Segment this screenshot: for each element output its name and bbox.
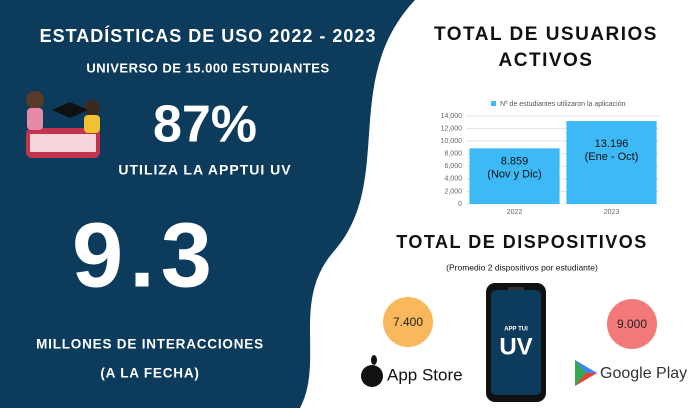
android-store: Google Play [600,365,687,382]
apple-icon [361,355,383,387]
x-tick-label: 2023 [604,209,620,216]
ios-circle [383,297,433,347]
y-tick-label: 6,000 [444,163,462,170]
phone-logo: UV [499,333,532,360]
value-label: 8.859 [501,156,529,168]
left-panel [0,0,415,408]
android-count: 9.000 [617,317,647,331]
users-title: TOTAL DE USUARIOS [434,24,658,45]
x-tick-label: 2022 [507,209,523,216]
ios-store: App Store [387,365,463,384]
interactions: 9.3 [72,204,218,306]
value-note: (Nov y Dic) [487,169,541,181]
bar [469,148,560,204]
bar [566,121,657,204]
y-tick-label: 4,000 [444,176,462,183]
devices-note: (Promedio 2 dispositivos por estudiante) [446,262,598,272]
y-tick-label: 8,000 [444,151,462,158]
students-illustration [26,91,100,158]
devices-title: TOTAL DE DISPOSITIVOS [396,232,648,252]
legend-label: Nº de estudiantes utilizaron la aplicaci… [500,101,626,108]
interactions-note: (A LA FECHA) [100,366,199,381]
y-tick-label: 14,000 [441,113,463,120]
y-tick-label: 10,000 [441,138,463,145]
android-circle [607,299,657,349]
google-play-icon [575,360,597,386]
value-label: 13.196 [595,138,629,150]
ios-count: 7.400 [393,315,423,329]
y-tick-label: 12,000 [441,125,463,132]
legend-swatch [491,101,496,106]
bar-chart: 0 2,000 4,000 6,000 8,000 10,000 12,000 14,000 N… [441,101,660,216]
subtitle: UNIVERSO DE 15.000 ESTUDIANTES [86,60,329,75]
users-title: ACTIVOS [499,50,594,71]
title: ESTADÍSTICAS DE USO 2022 - 2023 [40,25,377,46]
y-tick-label: 2,000 [444,188,462,195]
y-tick-label: 0 [458,201,462,208]
percent: 87% [153,96,257,154]
phone: APP TUI UV [486,283,546,402]
percent-label: UTILIZA LA APPTUI UV [118,162,291,178]
value-note: (Ene - Oct) [585,151,639,163]
phone-app-label: APP TUI [504,327,528,333]
interactions-label: MILLONES DE INTERACCIONES [36,337,264,352]
